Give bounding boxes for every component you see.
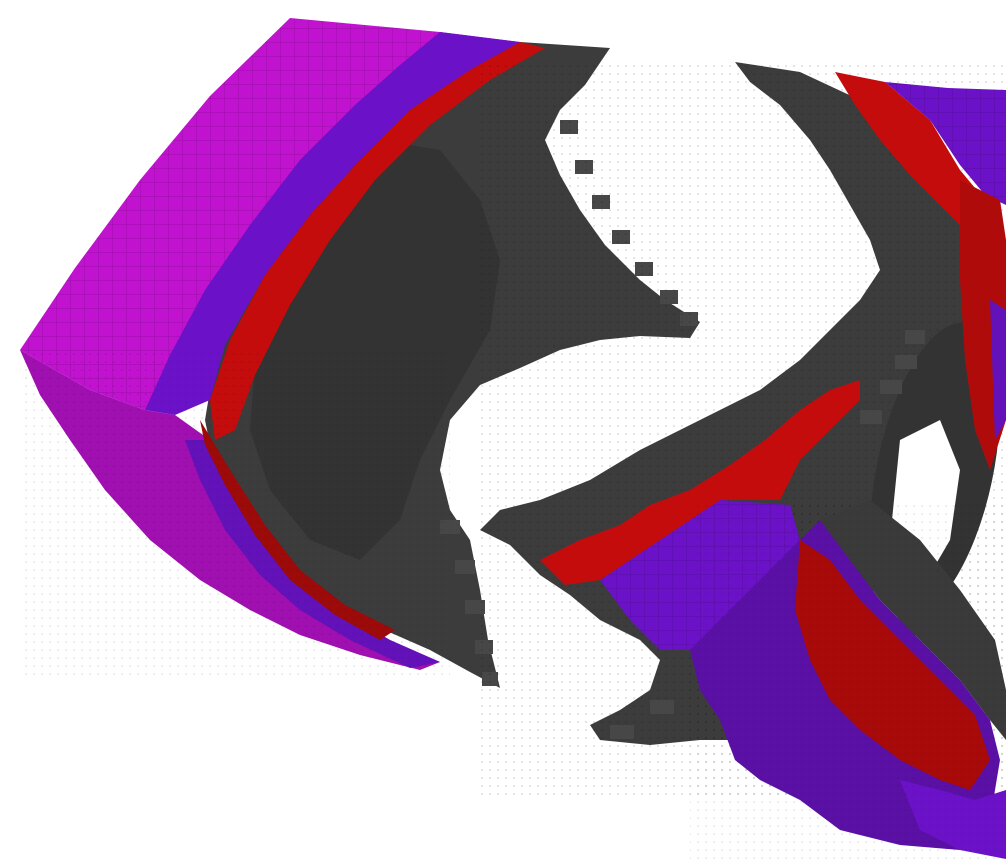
right-voxel-fragment	[480, 60, 1006, 859]
right-top-red	[835, 72, 1000, 250]
right-top-violet-grid	[885, 82, 1006, 205]
left-voxel-fragment	[20, 18, 720, 700]
right-red-stair	[540, 380, 860, 585]
right-side-violet	[990, 300, 1006, 440]
left-violet-band	[145, 32, 520, 415]
